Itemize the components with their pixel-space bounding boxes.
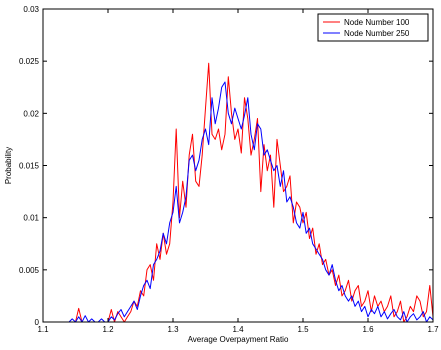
y-tick-label: 0.015 bbox=[19, 162, 40, 171]
x-axis-ticks: 1.1 1.2 1.3 1.4 1.5 1.6 1.7 bbox=[37, 9, 439, 334]
x-tick-label: 1.4 bbox=[232, 325, 244, 334]
x-tick-label: 1.5 bbox=[297, 325, 309, 334]
y-tick-label: 0.02 bbox=[23, 109, 39, 118]
x-axis-label: Average Overpayment Ratio bbox=[188, 335, 289, 344]
y-tick-label: 0 bbox=[35, 318, 40, 327]
x-tick-label: 1.6 bbox=[362, 325, 374, 334]
legend-box bbox=[317, 13, 429, 42]
legend-label-1: Node Number 100 bbox=[344, 18, 410, 27]
y-axis-label: Probability bbox=[4, 147, 13, 184]
legend: Node Number 100 Node Number 250 bbox=[317, 13, 429, 42]
plot-area-frame bbox=[42, 8, 434, 323]
series-lines bbox=[43, 62, 434, 323]
x-tick-label: 1.2 bbox=[102, 325, 114, 334]
y-tick-label: 0.03 bbox=[23, 5, 39, 14]
x-tick-label: 1.1 bbox=[37, 325, 49, 334]
x-tick-label: 1.7 bbox=[427, 325, 439, 334]
series-line-2 bbox=[43, 81, 434, 323]
y-axis-ticks: 0 0.005 0.01 0.015 0.02 0.025 0.03 bbox=[19, 5, 433, 327]
y-tick-label: 0.025 bbox=[19, 57, 40, 66]
legend-entries: Node Number 100 Node Number 250 bbox=[323, 18, 410, 38]
x-tick-label: 1.3 bbox=[167, 325, 179, 334]
y-tick-label: 0.01 bbox=[23, 214, 39, 223]
y-tick-label: 0.005 bbox=[19, 266, 40, 275]
legend-label-2: Node Number 250 bbox=[344, 29, 410, 38]
series-line-1 bbox=[43, 62, 434, 323]
